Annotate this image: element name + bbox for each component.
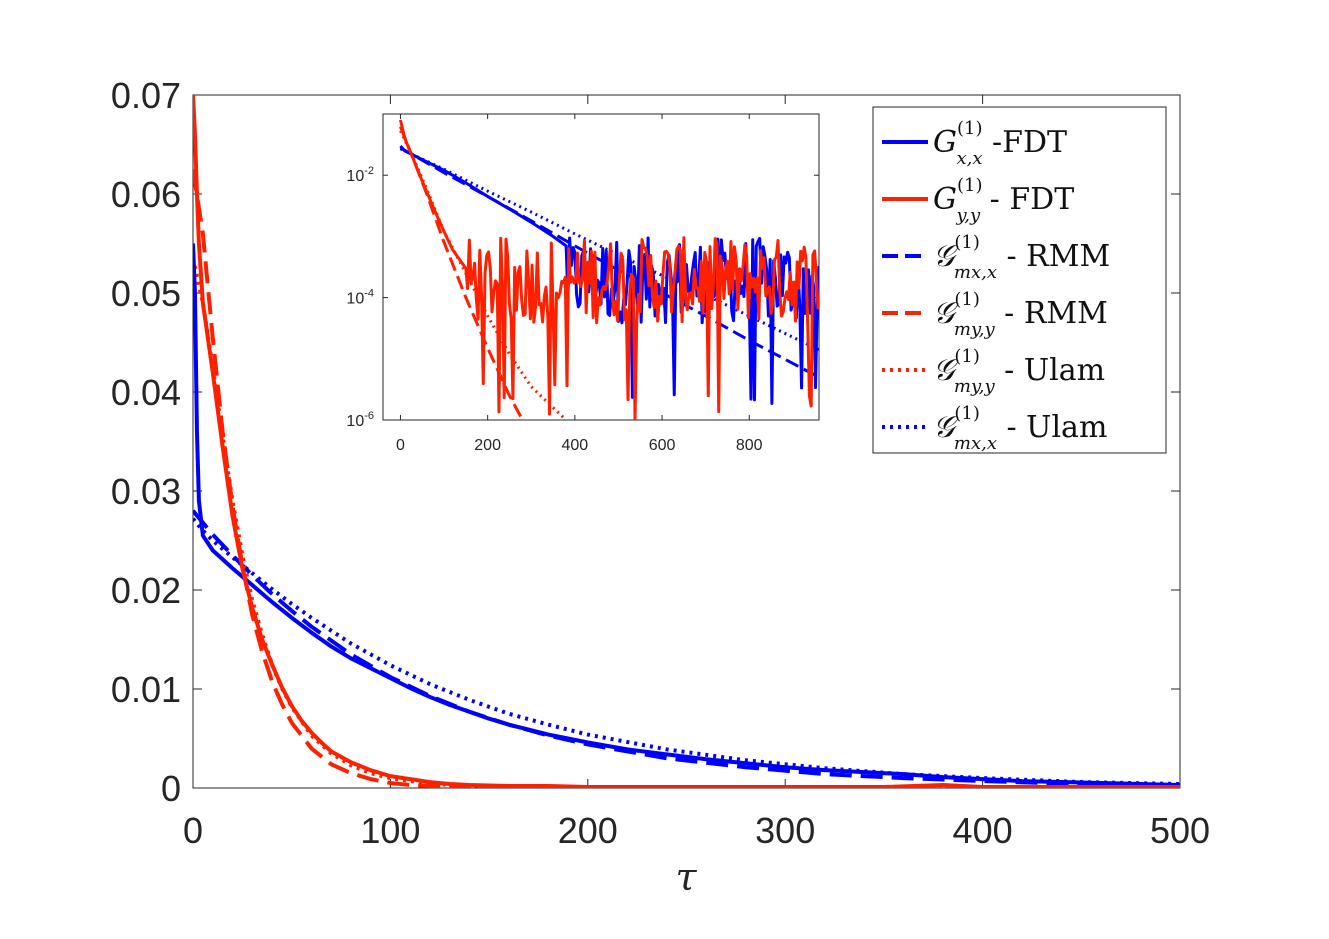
main-y-tick-label: 0.01 [111,669,181,710]
legend-box [872,106,1167,454]
legend-label-gmyy_ulam: 𝒢(1) my,y - Ulam [933,346,1105,397]
inset-x-tick-label: 0 [396,437,405,454]
legend-label-gmxx_rmm: 𝒢(1) mx,x - RMM [933,232,1110,283]
inset-y-tick-label: 10-4 [346,288,374,308]
inset-series-line-gmxx_rmm [399,146,819,379]
inset-x-tick-label: 200 [474,437,501,454]
main-y-tick-label: 0 [161,768,181,809]
main-x-tick-label: 100 [360,810,420,851]
legend: G(1) x,x -FDT G(1) y,y - FDT 𝒢(1) mx,x - RMM 𝒢… [872,106,1167,454]
inset-series-line-gyy_fdt [398,119,819,420]
main-x-tick-label: 300 [755,810,815,851]
main-x-tick-label: 500 [1150,810,1210,851]
main-y-tick-label: 0.04 [111,372,181,413]
main-x-tick-label: 0 [183,810,203,851]
inset-series-line-gmxx_ulam [399,147,819,352]
main-y-tick-label: 0.03 [111,471,181,512]
main-y-tick-label: 0.06 [111,174,181,215]
legend-label-gxx_fdt: G(1) x,x -FDT [933,118,1067,169]
x-axis-label: τ [675,855,697,899]
inset-y-tick-label: 10-6 [346,410,374,430]
series-line-gmxx_ulam [193,517,1180,787]
inset-x-tick-label: 800 [736,437,763,454]
main-y-tick-label: 0.07 [111,75,181,116]
series-line-gyy_fdt [193,95,1180,788]
inset-x-tick-label: 600 [649,437,676,454]
main-x-tick-label: 400 [953,810,1013,851]
main-x-tick-label: 200 [558,810,618,851]
main-y-tick-label: 0.02 [111,570,181,611]
inset-y-tick-label: 10-2 [346,165,374,185]
series-line-gxx_fdt [193,243,1180,788]
main-y-tick-label: 0.05 [111,273,181,314]
legend-label-gyy_fdt: G(1) y,y - FDT [933,175,1074,226]
inset-x-tick-label: 400 [561,437,588,454]
legend-label-gmxx_ulam: 𝒢(1) mx,x - Ulam [933,403,1107,454]
